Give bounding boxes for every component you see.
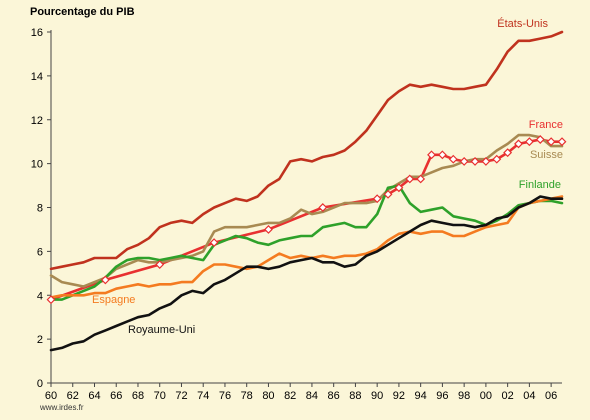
- x-tick-label: 84: [306, 390, 318, 402]
- data-point-france: [405, 174, 415, 184]
- x-tick-label: 74: [197, 390, 209, 402]
- data-point-france: [470, 156, 480, 166]
- y-ticks: 0 2 4 6 8 10 12 14 16: [31, 27, 51, 390]
- y-tick-label: 8: [37, 203, 43, 215]
- series-label-france: France: [529, 119, 563, 131]
- data-point-france: [46, 295, 56, 305]
- data-point-france: [100, 275, 110, 285]
- data-point-france: [383, 189, 393, 199]
- series-label-espagne: Espagne: [92, 294, 135, 306]
- data-point-france: [318, 203, 328, 212]
- x-tick-label: 96: [436, 390, 448, 402]
- x-tick-label: 92: [393, 390, 405, 402]
- x-tick-label: 62: [67, 390, 79, 402]
- x-tick-label: 04: [523, 390, 535, 402]
- series-line-royaume-uni: [49, 195, 564, 352]
- series-label-etats-unis: États-Unis: [497, 17, 548, 30]
- y-tick-label: 14: [31, 71, 43, 83]
- data-point-france: [503, 148, 513, 158]
- x-tick-label: 98: [458, 390, 470, 402]
- chart-title: Pourcentage du PIB: [30, 6, 135, 18]
- data-point-france: [448, 154, 458, 164]
- y-tick-label: 2: [37, 334, 43, 346]
- data-point-france: [557, 137, 567, 147]
- series-label-suisse: Suisse: [530, 149, 563, 161]
- x-tick-label: 90: [371, 390, 383, 402]
- data-point-france: [155, 260, 165, 269]
- data-point-france: [535, 135, 545, 144]
- data-point-france: [394, 183, 404, 193]
- data-point-france: [546, 137, 556, 147]
- series-line-etats-unis: [49, 30, 564, 271]
- series-markers: [46, 135, 567, 305]
- source-url: www.irdes.fr: [39, 403, 84, 412]
- x-tick-label: 88: [349, 390, 361, 402]
- data-point-france: [437, 150, 447, 160]
- y-tick-label: 12: [31, 115, 43, 127]
- series-label-finlande: Finlande: [519, 179, 561, 191]
- data-point-france: [481, 156, 491, 166]
- x-tick-label: 68: [132, 390, 144, 402]
- series-label-royaume-uni: Royaume-Uni: [128, 324, 195, 336]
- data-point-france: [524, 137, 534, 147]
- series-line-finlande: [49, 184, 564, 301]
- data-point-france: [416, 174, 426, 184]
- x-tick-label: 60: [45, 390, 57, 402]
- x-tick-label: 66: [110, 390, 122, 402]
- y-tick-label: 0: [37, 378, 43, 390]
- data-point-france: [427, 150, 436, 160]
- x-tick-label: 72: [175, 390, 187, 402]
- y-tick-label: 10: [31, 159, 43, 171]
- x-tick-label: 82: [284, 390, 296, 402]
- x-tick-label: 02: [502, 390, 514, 402]
- data-point-france: [492, 154, 502, 164]
- data-point-france: [263, 224, 273, 234]
- y-tick-label: 6: [37, 246, 43, 258]
- data-point-france: [514, 139, 523, 149]
- y-tick-label: 4: [37, 290, 43, 302]
- x-tick-label: 86: [328, 390, 340, 402]
- x-tick-label: 76: [219, 390, 231, 402]
- y-tick-label: 16: [31, 27, 43, 39]
- x-tick-label: 94: [415, 390, 427, 402]
- data-point-france: [459, 156, 469, 166]
- x-tick-label: 64: [88, 390, 100, 402]
- series-line-espagne: [49, 195, 564, 299]
- x-tick-label: 70: [154, 390, 166, 402]
- data-point-france: [372, 194, 382, 204]
- x-tick-label: 00: [480, 390, 492, 402]
- x-ticks: 60 62 64 66 68 70 72 74 76 78 80 82 84 86 88 90 92 94 96 98…: [45, 383, 557, 402]
- data-point-france: [209, 238, 219, 248]
- x-tick-label: 78: [241, 390, 253, 402]
- x-tick-label: 06: [545, 390, 557, 402]
- x-tick-label: 80: [262, 390, 274, 402]
